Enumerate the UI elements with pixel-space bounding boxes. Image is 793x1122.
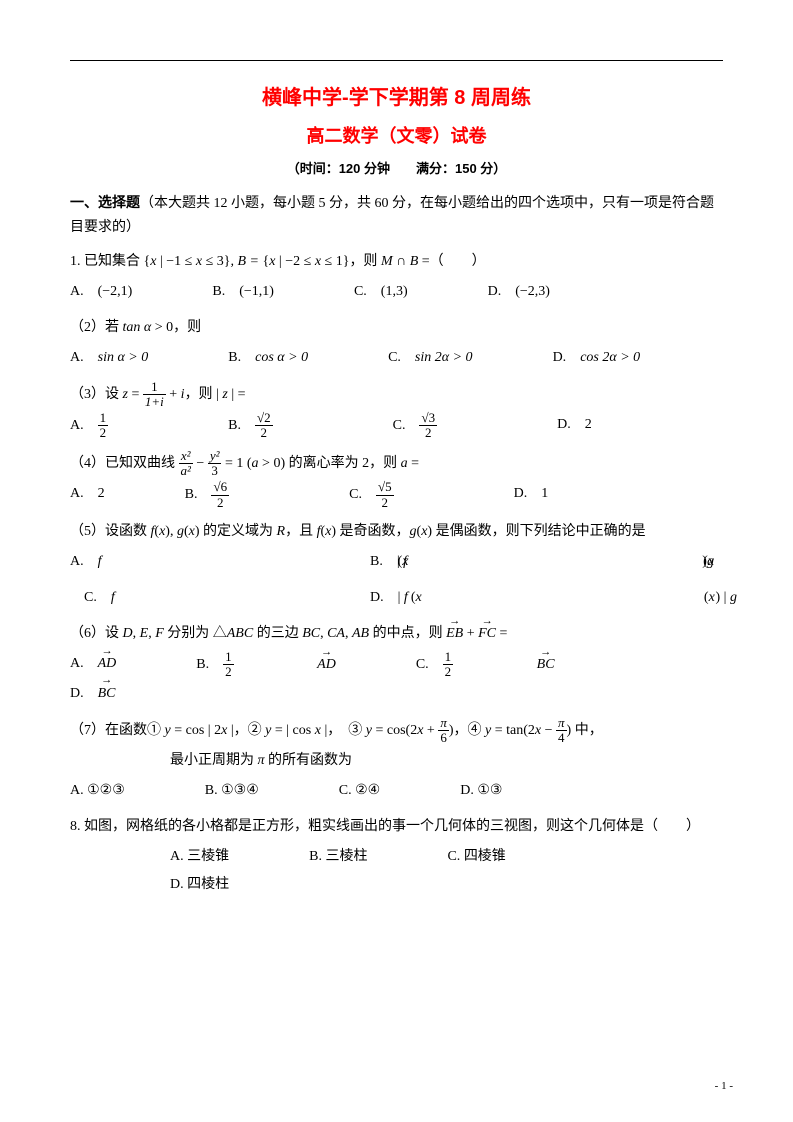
q7-opt-a: A. ①②③ — [70, 777, 165, 805]
section-1-heading: 一、选择题（本大题共 12 小题，每小题 5 分，共 60 分，在每小题给出的四… — [70, 191, 723, 240]
q7-opt-b: B. ①③④ — [205, 777, 299, 805]
q4-opt-a: A. 2 — [70, 480, 145, 510]
q8-stem: 8. 如图，网格纸的各小格都是正方形，粗实线画出的事一个几何体的三视图，则这个几… — [70, 813, 723, 841]
q3-opt-d: D. 2 — [557, 411, 632, 441]
q1-stem: 1. 已知集合 {x | −1 ≤ x ≤ 3}, B = {x | −2 ≤ … — [70, 248, 723, 276]
q8-opt-c: C. 四棱锥 — [447, 843, 545, 871]
q1-suffix: ，则 M ∩ B =（ ） — [349, 254, 485, 269]
q4-options: A. 2 B. √62 C. √52 D. 1 — [70, 480, 723, 510]
q5-opt-b: B. | f(x) | g(x) 是奇函数 — [370, 548, 650, 576]
q2-options: A. sin α > 0 B. cos α > 0 C. sin 2α > 0 … — [70, 344, 723, 372]
exam-subtitle: 高二数学（文零）试卷 — [70, 122, 723, 148]
q5-stem: （5）设函数 f(x), g(x) 的定义域为 R，且 f(x) 是奇函数，g(… — [70, 518, 723, 546]
q7-opt-d: D. ①③ — [460, 777, 542, 805]
q3-options: A. 12 B. √22 C. √32 D. 2 — [70, 411, 723, 441]
q2-stem: （2）若 tan α > 0，则 — [70, 314, 723, 342]
exam-info: （时间：120 分钟 满分：150 分） — [70, 158, 723, 177]
q1-opt-c: C. (1,3) — [354, 278, 448, 306]
exam-title: 横峰中学-学下学期第 8 周周练 — [70, 81, 723, 110]
q4-opt-c: C. √52 — [349, 480, 473, 510]
q7-line2: 最小正周期为 π 的所有函数为 — [70, 747, 723, 775]
q4-opt-d: D. 1 — [514, 480, 589, 510]
q8-opt-d: D. 四棱柱 — [170, 871, 269, 899]
q5-opt-a: A. f(x)g(x) 是偶函数 — [70, 548, 350, 576]
q1-prefix: 1. 已知集合 — [70, 254, 144, 269]
q5-options-row2: C. f(x) | g(x) | 是奇函数 D. | f(x)g(x) | 是奇… — [70, 584, 723, 612]
q5-options-row1: A. f(x)g(x) 是偶函数 B. | f(x) | g(x) 是奇函数 — [70, 548, 723, 576]
q6-opt-c: C. 12 BC — [416, 650, 595, 680]
q5-opt-d: D. | f(x)g(x) | 是奇函数 — [370, 584, 650, 612]
q1-opt-a: A. (−2,1) — [70, 278, 172, 306]
q3-opt-b: B. √22 — [228, 411, 352, 441]
q6-stem: （6）设 D, E, F 分别为 △ABC 的三边 BC, CA, AB 的中点… — [70, 620, 723, 648]
q2-opt-b: B. cos α > 0 — [228, 344, 348, 372]
q2-opt-c: C. sin 2α > 0 — [388, 344, 512, 372]
q2-opt-d: D. cos 2α > 0 — [553, 344, 681, 372]
q3-opt-c: C. √32 — [393, 411, 517, 441]
q7-options: A. ①②③ B. ①③④ C. ②④ D. ①③ — [70, 777, 723, 805]
top-rule — [70, 60, 723, 61]
q3-stem: （3）设 z = 11+i + i，则 | z | = — [70, 380, 723, 410]
q3-den: 1+i — [143, 395, 166, 409]
q3-num: 1 — [143, 380, 166, 395]
q5-opt-c: C. f(x) | g(x) | 是奇函数 — [70, 584, 350, 612]
q2-opt-a: A. sin α > 0 — [70, 344, 188, 372]
q7-opt-c: C. ②④ — [339, 777, 420, 805]
page-number: - 1 - — [715, 1080, 733, 1092]
q1-opt-d: D. (−2,3) — [488, 278, 590, 306]
q7-stem: （7）在函数① y = cos | 2x |，② y = | cos x |， … — [70, 716, 723, 746]
q8-options: A. 三棱锥 B. 三棱柱 C. 四棱锥 D. 四棱柱 — [70, 843, 723, 899]
q8-opt-a: A. 三棱锥 — [170, 843, 269, 871]
q4-stem: （4）已知双曲线 x²a² − y²3 = 1 (a > 0) 的离心率为 2，… — [70, 449, 723, 479]
q1-opt-b: B. (−1,1) — [212, 278, 314, 306]
q6-options: A. AD B. 12 AD C. 12 BC D. BC — [70, 650, 723, 708]
q8-opt-b: B. 三棱柱 — [309, 843, 407, 871]
section-1-label: 一、选择题 — [70, 194, 140, 210]
q3-opt-a: A. 12 — [70, 411, 188, 441]
q4-opt-b: B. √62 — [185, 480, 309, 510]
section-1-desc: （本大题共 12 小题，每小题 5 分，共 60 分，在每小题给出的四个选项中，… — [70, 196, 714, 235]
q6-opt-b: B. 12 AD — [196, 650, 376, 680]
q1-options: A. (−2,1) B. (−1,1) C. (1,3) D. (−2,3) — [70, 278, 723, 306]
q6-opt-d: D. BC — [70, 680, 156, 708]
